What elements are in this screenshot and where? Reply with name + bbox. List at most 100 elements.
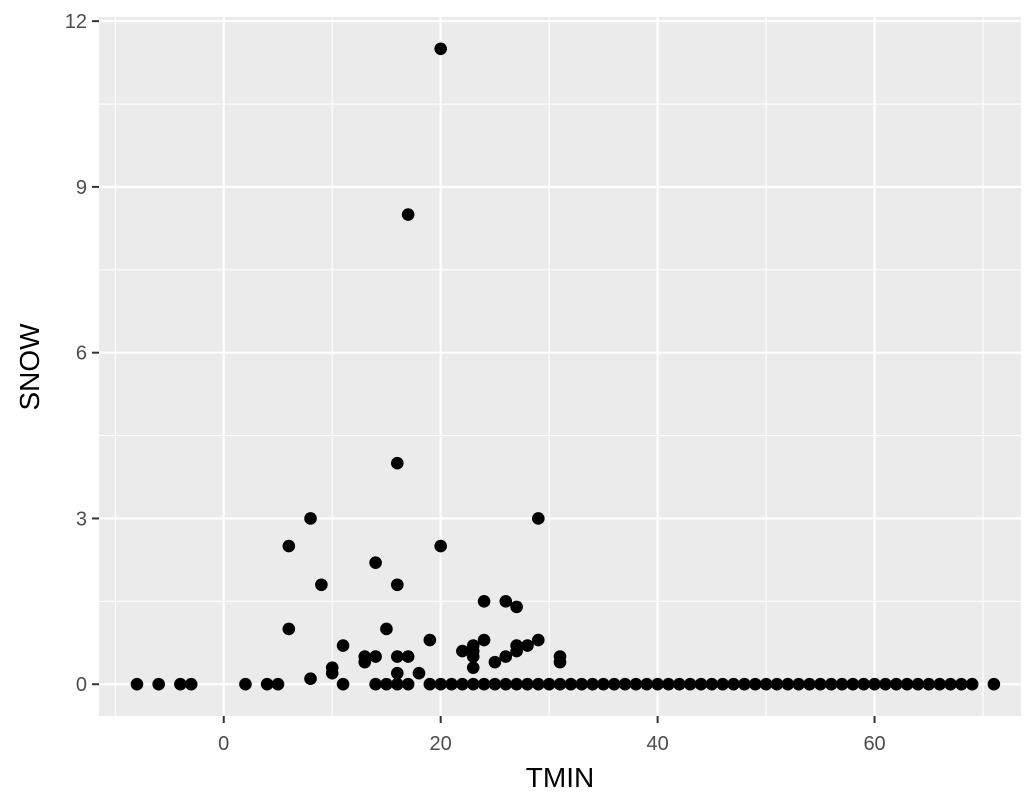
- plot-panel: [99, 17, 1021, 716]
- data-point: [434, 539, 447, 553]
- data-point: [477, 633, 491, 647]
- data-point: [640, 677, 654, 691]
- data-point: [174, 677, 187, 691]
- data-point: [553, 655, 567, 669]
- data-point: [152, 677, 165, 691]
- data-point: [466, 661, 480, 674]
- data-point: [651, 677, 664, 691]
- data-point: [933, 677, 946, 691]
- x-tick-label: 40: [646, 733, 668, 755]
- data-point: [369, 556, 382, 569]
- data-point: [944, 677, 957, 691]
- data-point: [477, 595, 491, 608]
- data-point: [575, 677, 588, 691]
- data-point: [315, 578, 328, 592]
- data-point: [130, 677, 144, 691]
- data-point: [542, 677, 556, 691]
- data-point: [803, 677, 816, 691]
- data-point: [716, 677, 730, 691]
- data-point: [510, 677, 523, 691]
- data-points: [130, 42, 1001, 691]
- x-axis: 0 20 40 60: [218, 716, 886, 755]
- data-point: [879, 677, 892, 691]
- data-point: [390, 578, 404, 592]
- data-point: [260, 677, 274, 691]
- data-point: [488, 655, 502, 669]
- x-tick-label: 20: [430, 733, 452, 755]
- data-point: [456, 677, 469, 691]
- data-point: [532, 677, 545, 691]
- data-point: [683, 677, 697, 691]
- data-point: [369, 677, 382, 691]
- data-point: [184, 677, 198, 691]
- x-tick-label: 0: [218, 733, 229, 755]
- data-point: [564, 677, 578, 691]
- data-point: [889, 677, 903, 691]
- data-point: [607, 677, 621, 691]
- data-point: [434, 677, 447, 691]
- y-tick-label: 12: [65, 11, 87, 33]
- data-point: [499, 595, 513, 608]
- data-point: [922, 677, 936, 691]
- data-point: [770, 677, 784, 691]
- data-point: [673, 677, 686, 691]
- data-point: [868, 677, 881, 691]
- y-tick-label: 3: [76, 508, 87, 530]
- data-point: [792, 677, 805, 691]
- data-point: [401, 650, 415, 663]
- x-axis-title: TMIN: [526, 762, 594, 793]
- data-point: [748, 677, 762, 691]
- data-point: [857, 677, 871, 691]
- data-point: [521, 677, 534, 691]
- data-point: [965, 677, 979, 691]
- data-point: [390, 677, 404, 691]
- data-point: [499, 677, 513, 691]
- data-point: [618, 677, 632, 691]
- x-tick-label: 60: [863, 733, 885, 755]
- data-point: [759, 677, 773, 691]
- data-point: [814, 677, 827, 691]
- y-tick-label: 9: [76, 177, 87, 199]
- data-point: [694, 677, 708, 691]
- data-point: [271, 677, 285, 691]
- data-point: [900, 677, 914, 691]
- data-point: [738, 677, 751, 691]
- data-point: [325, 666, 339, 680]
- data-point: [390, 650, 404, 663]
- data-point: [401, 677, 415, 691]
- data-point: [987, 677, 1001, 691]
- data-point: [445, 677, 458, 691]
- data-point: [423, 677, 437, 691]
- data-point: [358, 655, 372, 669]
- data-point: [282, 622, 296, 636]
- data-point: [662, 677, 675, 691]
- data-point: [380, 622, 393, 636]
- data-point: [629, 677, 643, 691]
- data-point: [304, 672, 317, 686]
- data-point: [553, 677, 567, 691]
- data-point: [466, 677, 480, 691]
- data-point: [380, 677, 393, 691]
- data-point: [521, 639, 534, 652]
- data-point: [597, 677, 610, 691]
- minor-gridlines: [99, 17, 1021, 716]
- data-point: [282, 539, 296, 553]
- data-point: [239, 677, 252, 691]
- data-point: [434, 42, 447, 56]
- data-point: [705, 677, 719, 691]
- y-tick-label: 6: [76, 343, 87, 365]
- y-axis: 0 3 6 9 12: [65, 11, 99, 696]
- data-point: [586, 677, 599, 691]
- data-point: [727, 677, 740, 691]
- data-point: [532, 512, 545, 525]
- data-point: [499, 650, 513, 663]
- data-point: [336, 677, 350, 691]
- data-point: [423, 633, 437, 647]
- data-point: [911, 677, 925, 691]
- data-point: [336, 639, 350, 652]
- data-point: [477, 677, 491, 691]
- data-point: [466, 650, 480, 663]
- data-point: [846, 677, 860, 691]
- data-point: [456, 644, 469, 658]
- data-point: [401, 208, 415, 221]
